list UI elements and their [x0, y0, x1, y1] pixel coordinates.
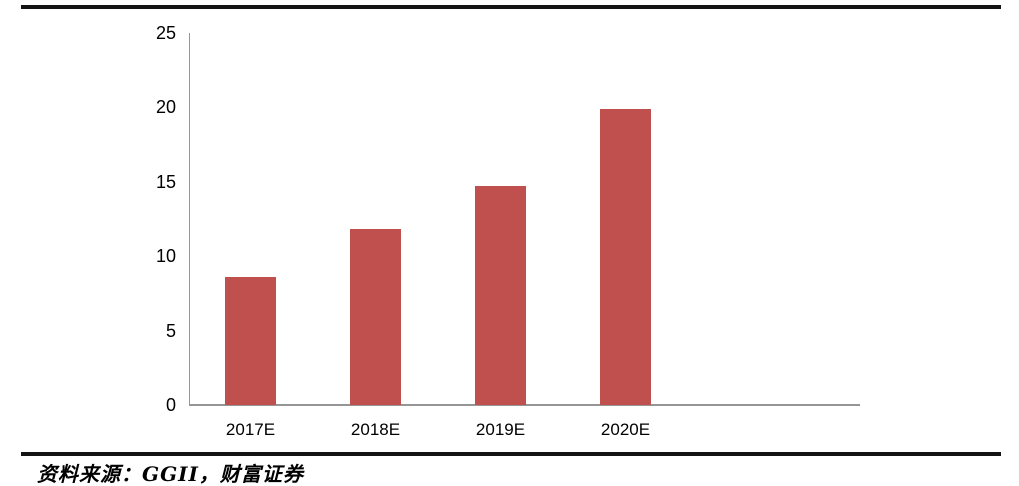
source-note: 资料来源：GGII，财富证券 [37, 462, 304, 486]
x-axis-label: 2017E [225, 420, 276, 439]
top-divider [21, 5, 1001, 9]
y-tick-label: 10 [155, 246, 176, 267]
bar-2019E [475, 186, 526, 405]
bottom-divider [21, 452, 1001, 456]
y-tick-label: 0 [165, 395, 176, 415]
x-axis-label: 2020E [600, 420, 651, 439]
bar-2020E [600, 108, 651, 405]
bar-2018E [350, 229, 401, 405]
bar-2017E [225, 277, 276, 405]
y-tick-label: 25 [155, 23, 176, 43]
x-axis-label: 2018E [350, 420, 401, 439]
bar-chart: 0 5 10 15 20 25 2017E 2018E 2019E 2020E [155, 23, 860, 439]
y-axis-line [189, 33, 190, 405]
y-tick-label: 5 [165, 320, 176, 341]
y-tick-label: 15 [155, 171, 176, 192]
y-tick-label: 20 [155, 97, 176, 118]
x-axis-label: 2019E [475, 420, 526, 439]
